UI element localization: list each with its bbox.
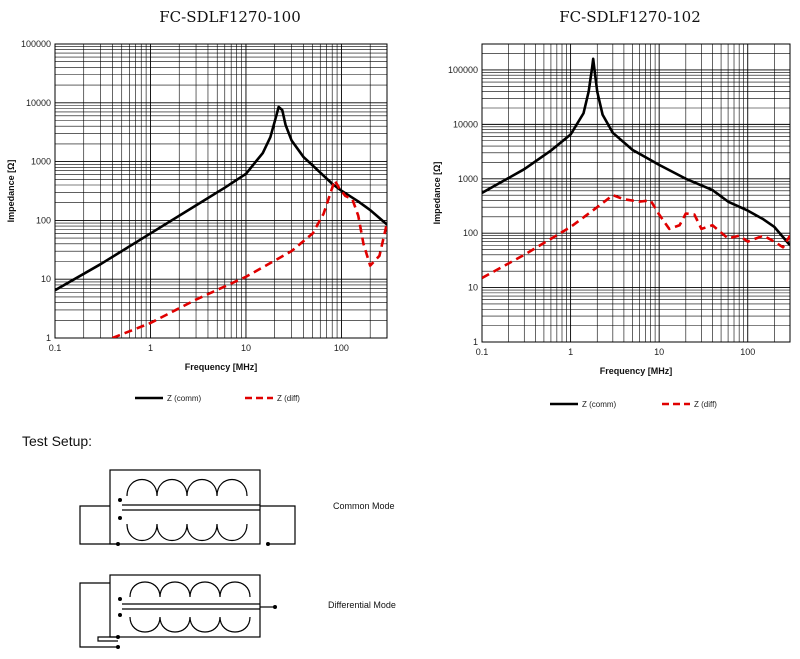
plot-frame [54, 43, 388, 339]
y-tick-label: 1 [46, 333, 51, 343]
y-tick-label: 10 [468, 283, 478, 293]
x-axis-label: Frequency [MHz] [185, 362, 258, 372]
differential-mode-label: Differential Mode [328, 600, 396, 610]
series-line-z-diff [482, 193, 790, 280]
grid [481, 43, 791, 343]
series-line-z-comm [482, 57, 790, 247]
legend-label: Z (diff) [694, 400, 717, 409]
x-tick-label: 1 [148, 343, 153, 353]
x-tick-label: 0.1 [49, 343, 62, 353]
chart-2-title: FC-SDLF1270-102 [559, 8, 701, 26]
test-setup-heading: Test Setup: [22, 433, 93, 449]
y-tick-label: 10 [41, 274, 51, 284]
y-axis-label: Impedance [Ω] [6, 160, 16, 223]
x-tick-label: 10 [654, 347, 664, 357]
y-tick-label: 1000 [458, 174, 478, 184]
y-tick-label: 100000 [21, 39, 51, 49]
y-tick-label: 1 [473, 337, 478, 347]
y-tick-label: 10000 [453, 119, 478, 129]
x-tick-label: 100 [334, 343, 349, 353]
chart-1-title: FC-SDLF1270-100 [159, 8, 301, 26]
y-tick-label: 100000 [448, 65, 478, 75]
x-tick-label: 0.1 [476, 347, 489, 357]
common-mode-diagram [79, 469, 296, 546]
common-mode-label: Common Mode [333, 501, 395, 511]
y-tick-label: 100 [36, 215, 51, 225]
legend-label: Z (comm) [167, 394, 202, 403]
x-tick-label: 10 [241, 343, 251, 353]
differential-mode-diagram [79, 574, 277, 649]
series-line-z-comm [55, 105, 387, 292]
y-tick-label: 1000 [31, 157, 51, 167]
x-tick-label: 100 [740, 347, 755, 357]
x-tick-label: 1 [568, 347, 573, 357]
legend-label: Z (comm) [582, 400, 617, 409]
x-axis-label: Frequency [MHz] [600, 366, 673, 376]
series-line-z-diff [112, 179, 387, 338]
legend-label: Z (diff) [277, 394, 300, 403]
impedance-chart-100: 0.1 1 10 100110100100010000100000Frequency … [6, 39, 388, 403]
y-tick-label: 10000 [26, 98, 51, 108]
y-tick-label: 100 [463, 228, 478, 238]
y-axis-label: Impedance [Ω] [432, 162, 442, 225]
grid [54, 44, 388, 339]
impedance-chart-102: 0.1 1 10 100110100100010000100000Frequency … [432, 43, 791, 409]
plot-frame [481, 43, 791, 343]
